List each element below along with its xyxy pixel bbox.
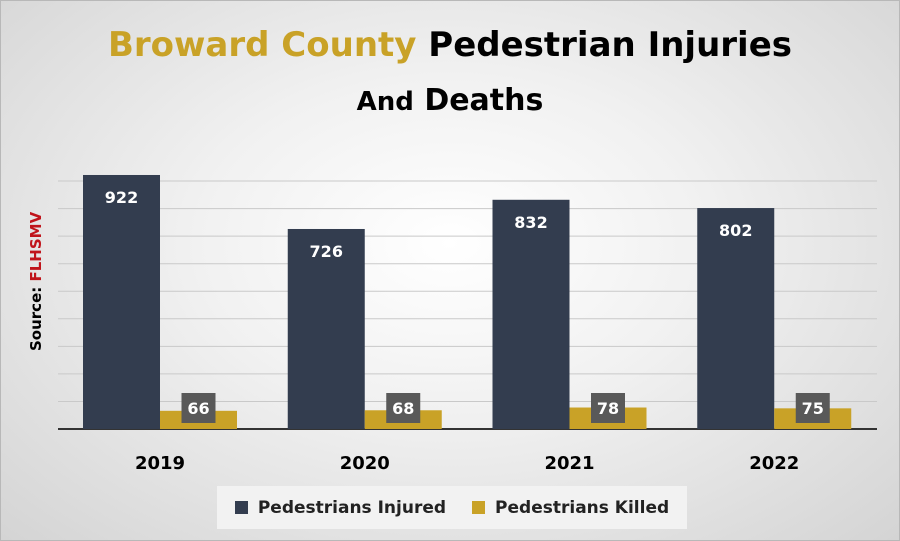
bar-injured-2022 — [697, 208, 775, 429]
chart-title: Broward County Pedestrian Injuries — [1, 25, 899, 65]
data-label-box-killed-2021 — [591, 393, 625, 423]
x-tick-label-2020: 2020 — [340, 453, 390, 474]
legend-swatch-killed — [472, 501, 486, 514]
data-label-box-killed-2022 — [795, 393, 830, 423]
title-accent: Broward County — [107, 25, 417, 65]
data-label-killed-2019: 66 — [187, 399, 209, 418]
x-tick-label-2019: 2019 — [135, 453, 185, 474]
data-label-box-killed-2019 — [181, 393, 216, 423]
legend-item-injured: Pedestrians Injured — [234, 497, 447, 518]
data-label-killed-2022: 75 — [802, 399, 824, 418]
data-label-box-killed-2020 — [386, 393, 421, 423]
bar-injured-2019 — [83, 174, 160, 429]
data-label-killed-2020: 68 — [392, 399, 414, 418]
x-tick-label-2021: 2021 — [544, 453, 594, 474]
data-label-injured-2021: 832 — [514, 213, 547, 232]
x-tick-label-2022: 2022 — [749, 453, 799, 474]
title-line2: Deaths — [424, 83, 544, 118]
data-label-killed-2021: 78 — [597, 399, 619, 418]
legend-label-injured: Pedestrians Injured — [257, 497, 447, 518]
chart-title-line2: And Deaths — [1, 83, 899, 118]
legend: Pedestrians Injured Pedestrians Killed — [217, 486, 687, 529]
legend-item-killed: Pedestrians Killed — [472, 498, 669, 518]
title-line2-small: And — [356, 87, 414, 117]
legend-swatch-injured — [234, 501, 248, 514]
data-label-injured-2022: 802 — [719, 221, 752, 240]
bar-injured-2020 — [287, 228, 365, 429]
data-label-injured-2020: 726 — [310, 242, 343, 261]
bar-injured-2021 — [492, 199, 570, 429]
data-label-injured-2019: 922 — [105, 188, 138, 207]
legend-label-killed: Pedestrians Killed — [495, 497, 670, 518]
title-rest: Pedestrian Injuries — [428, 25, 793, 65]
